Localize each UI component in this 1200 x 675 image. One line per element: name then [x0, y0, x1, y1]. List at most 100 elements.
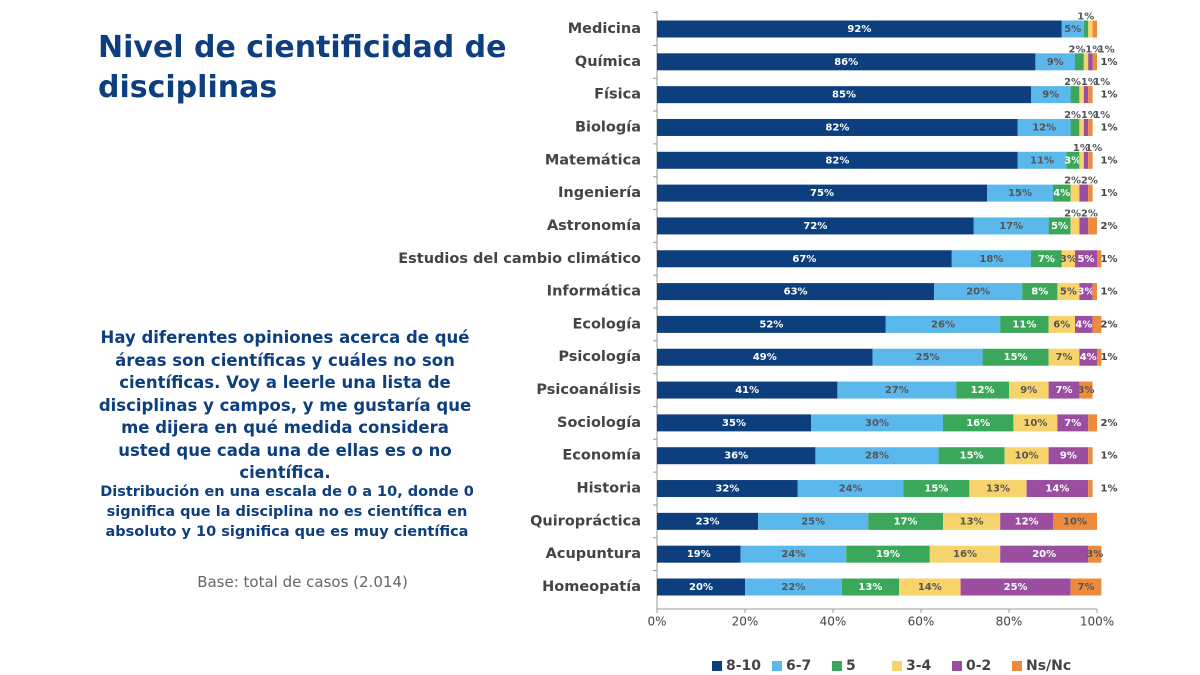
bar-segment: [657, 283, 935, 301]
data-label: 8%: [1031, 287, 1048, 298]
data-label: 20%: [689, 582, 713, 593]
bar-segment: [885, 315, 1001, 333]
data-label: 12%: [1015, 516, 1039, 527]
data-label: 1%: [1101, 451, 1118, 462]
data-label: 3%: [1078, 385, 1095, 396]
data-label: 67%: [792, 254, 816, 265]
data-label: 49%: [753, 352, 777, 363]
data-label: 32%: [715, 484, 739, 495]
category-label: Estudios del cambio climático: [398, 251, 641, 267]
question-text: Hay diferentes opiniones acerca de qué á…: [98, 328, 472, 482]
data-label: 3%: [1060, 254, 1077, 265]
bar-segment: [943, 414, 1014, 432]
data-label: 10%: [1063, 516, 1087, 527]
category-label: Ecología: [572, 316, 641, 332]
bar-segment: [1088, 53, 1093, 71]
data-label: 1%: [1101, 352, 1118, 363]
bar-segment: [1079, 381, 1093, 399]
bar-segment: [657, 512, 759, 530]
legend-swatch: [1012, 661, 1022, 671]
data-label: 16%: [953, 549, 977, 560]
bar-segment: [1088, 217, 1097, 235]
data-label: 11%: [1012, 319, 1036, 330]
bar-segment: [1083, 86, 1089, 104]
data-label: 15%: [1004, 352, 1028, 363]
bar-segment: [956, 381, 1009, 399]
bar-segment: [657, 447, 816, 465]
data-label: 12%: [1032, 122, 1056, 133]
bar-segment: [758, 512, 869, 530]
category-label: Economía: [562, 448, 641, 464]
base-note: Base: total de casos (2.014): [197, 573, 408, 591]
bar-segment: [1075, 53, 1084, 71]
bar-segment: [1075, 250, 1097, 268]
data-label: 13%: [858, 582, 882, 593]
bar-segment: [846, 545, 930, 563]
legend-label: 8-10: [726, 658, 761, 674]
data-label: 1%: [1085, 143, 1102, 154]
data-label: 24%: [781, 549, 805, 560]
legend-swatch: [892, 661, 902, 671]
data-label: 1%: [1077, 12, 1094, 23]
data-label: 63%: [784, 287, 808, 298]
bar-segment: [1097, 250, 1102, 268]
bar-segment: [1000, 315, 1049, 333]
bar-segment: [903, 480, 970, 498]
bar-segment: [1053, 512, 1097, 530]
bar-segment: [740, 545, 847, 563]
bar-segment: [1097, 348, 1102, 366]
bar-segment: [1017, 118, 1071, 136]
bar-segment: [929, 545, 1001, 563]
bar-segment: [973, 217, 1049, 235]
data-label: 18%: [979, 254, 1003, 265]
bar-segment: [1000, 545, 1089, 563]
data-label: 25%: [1004, 582, 1028, 593]
x-tick-label: 40%: [820, 615, 847, 629]
data-label: 16%: [966, 418, 990, 429]
bar-segment: [657, 20, 1062, 38]
category-label: Ingeniería: [558, 185, 641, 201]
data-label: 7%: [1056, 385, 1073, 396]
data-label: 2%: [1101, 319, 1118, 330]
bar-segment: [837, 381, 957, 399]
legend-swatch: [832, 661, 842, 671]
data-label: 1%: [1093, 77, 1110, 88]
bar-segment: [1000, 512, 1053, 530]
bar-segment: [1022, 283, 1058, 301]
bar-segment: [1088, 414, 1097, 432]
data-label: 6%: [1053, 319, 1070, 330]
category-label: Astronomía: [547, 218, 641, 234]
data-label: 1%: [1081, 77, 1098, 88]
data-label: 2%: [1081, 208, 1098, 219]
bar-segment: [841, 578, 899, 596]
bar-segment: [1079, 217, 1089, 235]
category-label: Historia: [576, 481, 641, 497]
legend-label: Ns/Nc: [1026, 658, 1071, 674]
bar-segment: [1083, 118, 1089, 136]
legend-label: 6-7: [786, 658, 811, 674]
legend-swatch: [712, 661, 722, 671]
data-label: 1%: [1101, 484, 1118, 495]
data-label: 3%: [1086, 549, 1103, 560]
bar-segment: [745, 578, 842, 596]
data-label: 4%: [1053, 188, 1070, 199]
bar-segment: [657, 86, 1031, 104]
bar-segment: [1070, 86, 1080, 104]
data-label: 11%: [1030, 155, 1054, 166]
bar-segment: [657, 578, 745, 596]
title: Nivel de cientificidad de disciplinas: [98, 30, 507, 105]
bar-segment: [1079, 348, 1097, 366]
bar-segment: [969, 480, 1027, 498]
bar-segment: [1075, 315, 1093, 333]
bar-segment: [657, 545, 741, 563]
data-label: 82%: [825, 155, 849, 166]
bar-segment: [868, 512, 943, 530]
bar-segment: [982, 348, 1049, 366]
bar-segment: [1061, 20, 1084, 38]
scale-note: Distribución en una escala de 0 a 10, do…: [100, 484, 474, 540]
bar-segment: [657, 414, 811, 432]
data-label: 5%: [1064, 24, 1081, 35]
bar-segment: [1070, 578, 1102, 596]
